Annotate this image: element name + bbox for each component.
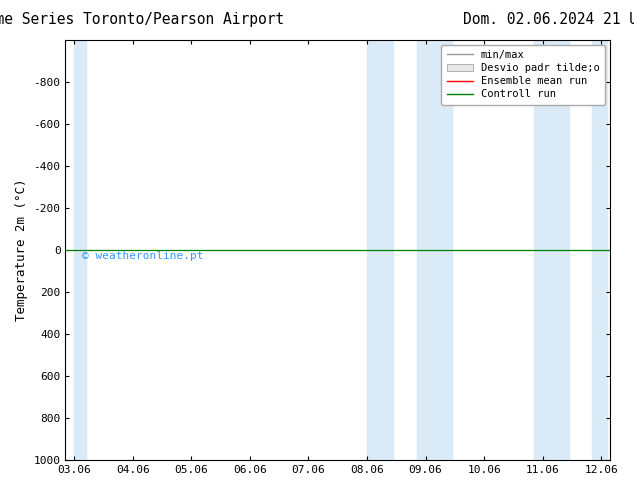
Text: © weatheronline.pt: © weatheronline.pt xyxy=(82,251,204,261)
Bar xyxy=(74,40,86,460)
Text: ENS Time Series Toronto/Pearson Airport: ENS Time Series Toronto/Pearson Airport xyxy=(0,12,285,27)
Bar xyxy=(534,40,569,460)
Legend: min/max, Desvio padr tilde;o, Ensemble mean run, Controll run: min/max, Desvio padr tilde;o, Ensemble m… xyxy=(441,45,605,104)
Y-axis label: Temperature 2m (°C): Temperature 2m (°C) xyxy=(15,178,28,321)
Bar xyxy=(367,40,393,460)
Text: Dom. 02.06.2024 21 UTC: Dom. 02.06.2024 21 UTC xyxy=(463,12,634,27)
Bar xyxy=(593,40,607,460)
Bar xyxy=(417,40,452,460)
